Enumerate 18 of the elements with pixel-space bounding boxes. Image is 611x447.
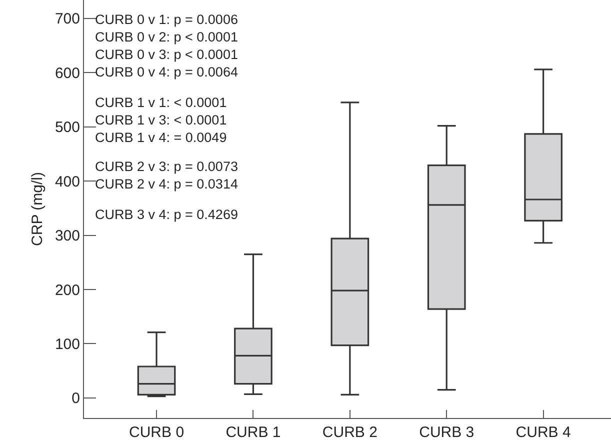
x-tick-label: CURB 0 [129, 424, 184, 441]
x-tick-label: CURB 1 [226, 424, 281, 441]
y-tick-label: 0 [72, 390, 80, 408]
y-tick-label: 500 [54, 119, 80, 136]
y-tick-label: 300 [54, 228, 80, 245]
y-tick-label: 200 [54, 282, 80, 299]
y-tick-label: 600 [54, 64, 80, 82]
annotation: CURB 2 v 3: p = 0.0073 CURB 2 v 4: p = 0.0314 [95, 159, 238, 192]
x-tick-label: CURB 4 [516, 424, 571, 441]
x-tick-label: CURB 3 [419, 424, 474, 441]
annotation: CURB 3 v 4: p = 0.4269 [95, 207, 238, 222]
y-axis-title: CRP (mg/l) [29, 172, 46, 246]
x-tick-label: CURB 2 [322, 424, 378, 441]
annotation: CURB 1 v 1: < 0.0001 CURB 1 v 3: < 0.0001 CURB 1 v 4: = 0.0049 [95, 95, 227, 146]
y-tick-label: 100 [54, 336, 80, 353]
annotation: CURB 0 v 1: p = 0.0006 CURB 0 v 2: p < 0.0001 CURB 0 v 3: p < 0.0001 CURB 0 v 4: p = 0.0064 [95, 12, 238, 80]
y-tick-label: 400 [54, 173, 80, 190]
y-tick-label: 700 [54, 10, 80, 28]
